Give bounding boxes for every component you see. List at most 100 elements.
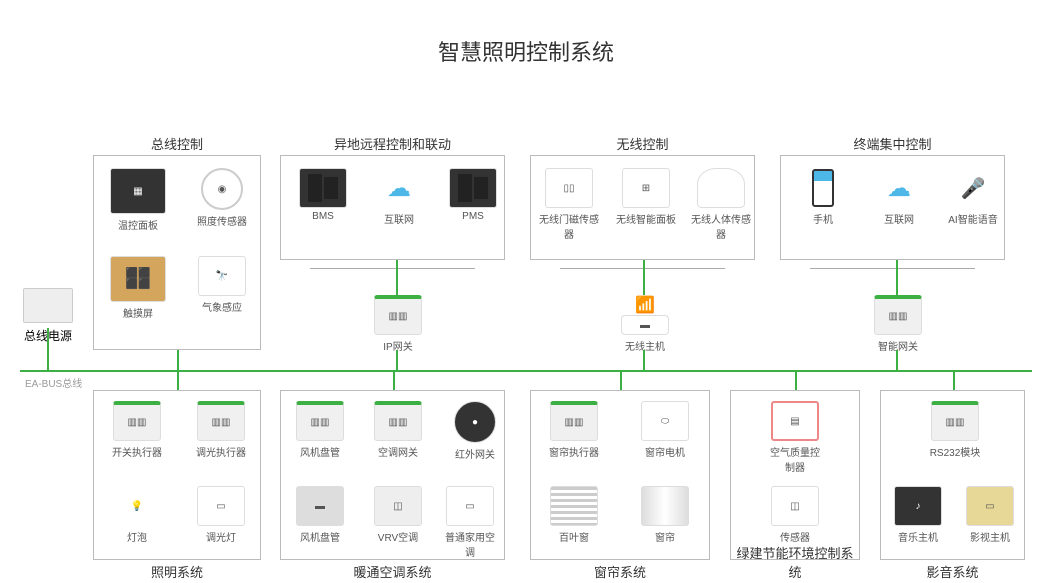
node-label: 调光执行器 — [192, 444, 250, 459]
node-terminal-control-0: 手机 — [793, 168, 853, 226]
node-curtain-system-0: ▥▥窗帘执行器 — [545, 401, 603, 459]
node-label: 音乐主机 — [889, 529, 947, 544]
gateway-label: 智能网关 — [868, 338, 928, 353]
node-hvac-system-2: ●红外网关 — [446, 401, 504, 461]
section-wireless-control: 无线控制▯▯无线门磁传感器⊞无线智能面板无线人体传感器 — [530, 155, 755, 260]
connector — [896, 350, 898, 370]
node-hvac-system-5: ▭普通家用空调 — [441, 486, 499, 559]
node-terminal-control-2: 🎤AI智能语音 — [943, 168, 1003, 226]
section-title: 无线控制 — [531, 134, 754, 153]
section-title: 照明系统 — [94, 562, 260, 581]
section-green-building: 绿建节能环境控制系统▤空气质量控制器◫传感器 — [730, 390, 860, 560]
node-bus-control-0: ▦温控面板 — [108, 168, 168, 232]
section-title: 绿建节能环境控制系统 — [731, 543, 859, 581]
node-label: 互联网 — [869, 211, 929, 226]
node-label: 影视主机 — [961, 529, 1019, 544]
node-curtain-system-3: 窗帘 — [636, 486, 694, 544]
node-lighting-system-0: ▥▥开关执行器 — [108, 401, 166, 459]
section-curtain-system: 窗帘系统▥▥窗帘执行器⬭窗帘电机百叶窗窗帘 — [530, 390, 710, 560]
node-label: VRV空调 — [369, 529, 427, 544]
section-title: 影音系统 — [881, 562, 1024, 581]
node-av-system-2: ▭影视主机 — [961, 486, 1019, 544]
node-bus-control-2: ⬛⬛⬛⬛触摸屏 — [108, 256, 168, 320]
node-label: 风机盘管 — [291, 444, 349, 459]
connector — [396, 260, 398, 295]
connector — [643, 260, 645, 295]
node-hvac-system-3: ▬风机盘管 — [291, 486, 349, 544]
section-bus-control: 总线控制▦温控面板◉照度传感器⬛⬛⬛⬛触摸屏🔭气象感应 — [93, 155, 261, 350]
node-label: 互联网 — [369, 211, 429, 226]
page-title: 智慧照明控制系统 — [0, 0, 1052, 67]
power-source: 总线电源 — [18, 288, 78, 344]
node-remote-control-0: BMS — [293, 168, 353, 222]
connector — [620, 372, 622, 390]
node-hvac-system-1: ▥▥空调网关 — [369, 401, 427, 459]
node-green-building-1: ◫传感器 — [766, 486, 824, 544]
node-label: 温控面板 — [108, 217, 168, 232]
node-label: 照度传感器 — [192, 213, 252, 228]
section-title: 异地远程控制和联动 — [281, 134, 504, 153]
node-wireless-control-0: ▯▯无线门磁传感器 — [539, 168, 599, 241]
connector — [396, 350, 398, 370]
node-label: 调光灯 — [192, 529, 250, 544]
node-hvac-system-4: ◫VRV空调 — [369, 486, 427, 544]
node-bus-control-3: 🔭气象感应 — [192, 256, 252, 314]
gateway-remote-control: ▥▥IP网关 — [368, 295, 428, 353]
node-lighting-system-1: ▥▥调光执行器 — [192, 401, 250, 459]
connector — [310, 268, 475, 269]
node-label: 空调网关 — [369, 444, 427, 459]
node-label: 红外网关 — [446, 446, 504, 461]
node-hvac-system-0: ▥▥风机盘管 — [291, 401, 349, 459]
node-label: 百叶窗 — [545, 529, 603, 544]
connector — [810, 268, 975, 269]
gateway-terminal-control: ▥▥智能网关 — [868, 295, 928, 353]
node-label: 空气质量控制器 — [766, 444, 824, 474]
gateway-label: IP网关 — [368, 338, 428, 353]
node-lighting-system-3: ▭调光灯 — [192, 486, 250, 544]
section-remote-control: 异地远程控制和联动BMS☁互联网PMS — [280, 155, 505, 260]
connector — [177, 372, 179, 390]
node-lighting-system-2: 💡灯泡 — [108, 486, 166, 544]
gateway-label: 无线主机 — [615, 338, 675, 353]
bus-line — [20, 370, 1032, 372]
node-label: 灯泡 — [108, 529, 166, 544]
connector — [393, 372, 395, 390]
node-label: 窗帘 — [636, 529, 694, 544]
connector — [643, 350, 645, 370]
node-label: 气象感应 — [192, 299, 252, 314]
node-label: 普通家用空调 — [441, 529, 499, 559]
power-icon — [23, 288, 73, 323]
node-label: 无线人体传感器 — [691, 211, 751, 241]
node-label: BMS — [293, 211, 353, 222]
node-label: 无线智能面板 — [616, 211, 676, 226]
node-green-building-0: ▤空气质量控制器 — [766, 401, 824, 474]
section-lighting-system: 照明系统▥▥开关执行器▥▥调光执行器💡灯泡▭调光灯 — [93, 390, 261, 560]
connector — [896, 260, 898, 295]
section-hvac-system: 暖通空调系统▥▥风机盘管▥▥空调网关●红外网关▬风机盘管◫VRV空调▭普通家用空… — [280, 390, 505, 560]
node-wireless-control-2: 无线人体传感器 — [691, 168, 751, 241]
node-label: 传感器 — [766, 529, 824, 544]
node-av-system-0: ▥▥RS232模块 — [926, 401, 984, 459]
node-av-system-1: ♪音乐主机 — [889, 486, 947, 544]
section-title: 暖通空调系统 — [281, 562, 504, 581]
node-remote-control-1: ☁互联网 — [369, 168, 429, 226]
node-remote-control-2: PMS — [443, 168, 503, 222]
node-wireless-control-1: ⊞无线智能面板 — [616, 168, 676, 226]
section-av-system: 影音系统▥▥RS232模块♪音乐主机▭影视主机 — [880, 390, 1025, 560]
node-label: 风机盘管 — [291, 529, 349, 544]
connector — [177, 350, 179, 370]
node-bus-control-1: ◉照度传感器 — [192, 168, 252, 228]
node-label: 手机 — [793, 211, 853, 226]
bus-label: EA-BUS总线 — [25, 375, 82, 390]
power-connector — [47, 328, 49, 370]
node-label: RS232模块 — [926, 444, 984, 459]
node-label: 窗帘电机 — [636, 444, 694, 459]
node-label: 窗帘执行器 — [545, 444, 603, 459]
node-label: 触摸屏 — [108, 305, 168, 320]
node-curtain-system-2: 百叶窗 — [545, 486, 603, 544]
node-curtain-system-1: ⬭窗帘电机 — [636, 401, 694, 459]
section-terminal-control: 终端集中控制手机☁互联网🎤AI智能语音 — [780, 155, 1005, 260]
node-terminal-control-1: ☁互联网 — [869, 168, 929, 226]
section-title: 窗帘系统 — [531, 562, 709, 581]
gateway-wireless-control: 📶▬无线主机 — [615, 295, 675, 353]
